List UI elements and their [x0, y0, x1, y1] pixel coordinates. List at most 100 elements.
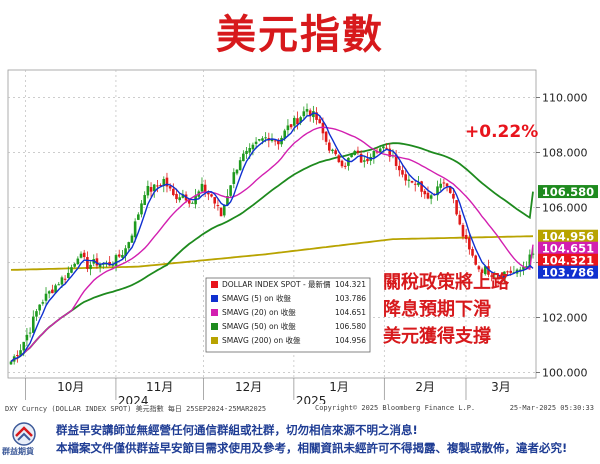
candle-body: [232, 172, 236, 184]
candle-body: [251, 144, 255, 150]
candle-body: [525, 266, 528, 268]
candle-body: [102, 263, 105, 265]
candle-body: [474, 255, 478, 265]
sma200-path: [10, 235, 534, 271]
candle-body: [95, 258, 99, 266]
candle-body: [394, 154, 398, 166]
candle-body: [398, 165, 401, 171]
x-tick-label: 12月: [235, 380, 262, 394]
sma5-path: [10, 112, 534, 363]
candle-body: [442, 182, 446, 184]
legend-label: SMAVG (200) on 收盤: [222, 335, 301, 345]
candle-body: [426, 192, 430, 199]
candle-body: [471, 249, 474, 256]
candle-body: [528, 254, 532, 268]
candle-body: [242, 153, 245, 162]
candle-body: [522, 266, 525, 270]
x-year-label: 2024: [118, 394, 149, 404]
candle-body: [235, 169, 239, 174]
candle-body: [264, 137, 267, 139]
candle-body: [105, 263, 108, 265]
candle-body: [283, 130, 287, 139]
candle-body: [480, 269, 484, 273]
y-tick-label: 100.000: [542, 367, 588, 380]
candle-body: [308, 110, 312, 117]
candle-body: [455, 200, 458, 215]
candle-body: [439, 183, 442, 188]
candle-body: [22, 341, 26, 351]
candle-body: [299, 117, 302, 123]
candle-body: [28, 332, 32, 334]
candle-body: [219, 207, 223, 217]
candle-body: [506, 271, 509, 273]
candle-body: [423, 190, 427, 195]
candle-body: [458, 214, 462, 225]
candle-body: [178, 197, 181, 201]
value-badge: [538, 265, 598, 279]
value-badge-label: 104.321: [542, 254, 594, 268]
candle-body: [531, 253, 535, 255]
candle-body: [226, 196, 229, 206]
y-tick-label: 106.000: [542, 202, 588, 215]
price-chart: 100.000102.000104.000106.000108.000110.0…: [7, 69, 598, 404]
value-badge: [538, 229, 598, 243]
candle-body: [238, 160, 242, 171]
candle-body: [436, 186, 439, 196]
annotation-line: 關稅政策將上路: [383, 271, 510, 293]
legend-value: 106.580: [335, 322, 366, 331]
candle-body: [429, 195, 433, 199]
candle-body: [203, 184, 207, 193]
candle-body: [25, 334, 29, 341]
candle-body: [448, 187, 452, 193]
legend-label: SMAVG (5) on 收盤: [222, 293, 291, 303]
candle-body: [254, 141, 258, 144]
legend-value: 104.321: [335, 280, 366, 289]
candle-body: [305, 109, 309, 112]
candle-body: [159, 184, 162, 186]
legend-value: 103.786: [335, 294, 366, 303]
x-tick-label: 1月: [329, 380, 349, 394]
candle-body: [216, 205, 220, 207]
copyright: Copyright© 2025 Bloomberg Finance L.P.: [315, 404, 476, 412]
candle-body: [44, 293, 48, 301]
chart-meta-source: DXY Curncy (DOLLAR INDEX SPOT) 美元指數 每日 2…: [5, 405, 267, 413]
candle-body: [31, 316, 35, 333]
candle-body: [407, 179, 411, 181]
annotation-line: 降息預期下滑: [383, 298, 491, 320]
disclaimer-line-1: 群益早安講師並無經營任何通信群組或社群，切勿相信來源不明之消息!: [56, 423, 418, 437]
footer: 群益期貨 群益早安講師並無經營任何通信群組或社群，切勿相信來源不明之消息! 本檔…: [0, 416, 600, 464]
legend-label: SMAVG (50) on 收盤: [222, 321, 296, 331]
sma50-path: [10, 142, 534, 363]
legend-swatch: [211, 309, 218, 316]
x-axis: 10月 11月 12月 1月 2月 3月 2024 2025: [25, 378, 511, 404]
candle-body: [9, 361, 13, 365]
candle-body: [289, 124, 293, 128]
y-tick-label: 108.000: [542, 147, 588, 160]
candle-body: [82, 252, 86, 258]
sma5-line: [10, 112, 534, 363]
candle-body: [292, 117, 296, 126]
candle-body: [16, 354, 19, 357]
candle-body: [388, 148, 392, 157]
candle-body: [187, 199, 191, 204]
value-badge: [538, 253, 598, 267]
candle-body: [213, 197, 217, 204]
candle-body: [327, 142, 331, 151]
legend-frame: [205, 277, 371, 353]
x-tick-label: 3月: [491, 380, 511, 394]
candle-body: [175, 193, 178, 200]
candle-body: [461, 224, 465, 237]
candle-body: [477, 266, 481, 270]
timestamp: 25-Mar-2025 05:30:33: [509, 404, 594, 412]
candle-body: [404, 174, 407, 181]
candle-body: [73, 263, 76, 267]
candle-body: [277, 140, 280, 145]
value-badge-label: 104.956: [542, 230, 594, 244]
page-title: 美元指數: [216, 12, 384, 58]
candle-body: [86, 257, 89, 269]
candle-body: [483, 266, 487, 275]
candle-body: [133, 221, 137, 238]
candle-body: [445, 183, 449, 187]
candle-body: [41, 302, 45, 304]
candle-body: [35, 311, 38, 317]
